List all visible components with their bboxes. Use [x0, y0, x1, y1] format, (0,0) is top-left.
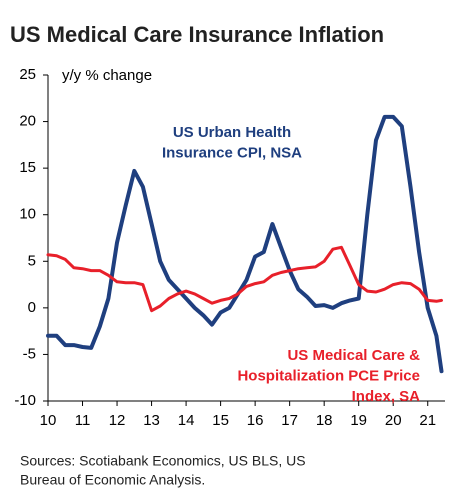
y-tick-label: 25	[19, 66, 36, 83]
series-label: US Urban Health	[173, 124, 291, 141]
chart-title: US Medical Care Insurance Inflation	[10, 22, 384, 47]
series-label: Hospitalization PCE Price	[237, 367, 420, 384]
series-line	[46, 245, 443, 313]
x-tick-label: 15	[212, 412, 229, 429]
y-axis-label: y/y % change	[62, 67, 152, 84]
x-tick-label: 16	[247, 412, 264, 429]
x-tick-label: 12	[109, 412, 126, 429]
y-tick-label: -5	[23, 345, 36, 362]
series-line	[46, 114, 444, 374]
x-tick-label: 17	[281, 412, 298, 429]
series-label: US Medical Care &	[287, 347, 420, 364]
x-tick-label: 13	[143, 412, 160, 429]
y-tick-label: 10	[19, 206, 36, 223]
source-note: Bureau of Economic Analysis.	[20, 472, 205, 488]
x-tick-label: 18	[316, 412, 333, 429]
x-tick-label: 11	[75, 412, 91, 429]
y-tick-label: -10	[14, 392, 36, 409]
series-label: Index, SA	[352, 388, 421, 405]
source-note: Sources: Scotiabank Economics, US BLS, U…	[20, 453, 306, 469]
y-tick-label: 15	[19, 159, 36, 176]
x-tick-label: 20	[385, 412, 402, 429]
y-tick-label: 5	[28, 252, 36, 269]
x-tick-label: 10	[40, 412, 57, 429]
x-tick-label: 19	[350, 412, 367, 429]
x-tick-label: 21	[419, 412, 436, 429]
series-label: Insurance CPI, NSA	[162, 144, 302, 161]
y-tick-label: 0	[28, 299, 36, 316]
x-tick-label: 14	[178, 412, 195, 429]
y-tick-label: 20	[19, 113, 36, 130]
